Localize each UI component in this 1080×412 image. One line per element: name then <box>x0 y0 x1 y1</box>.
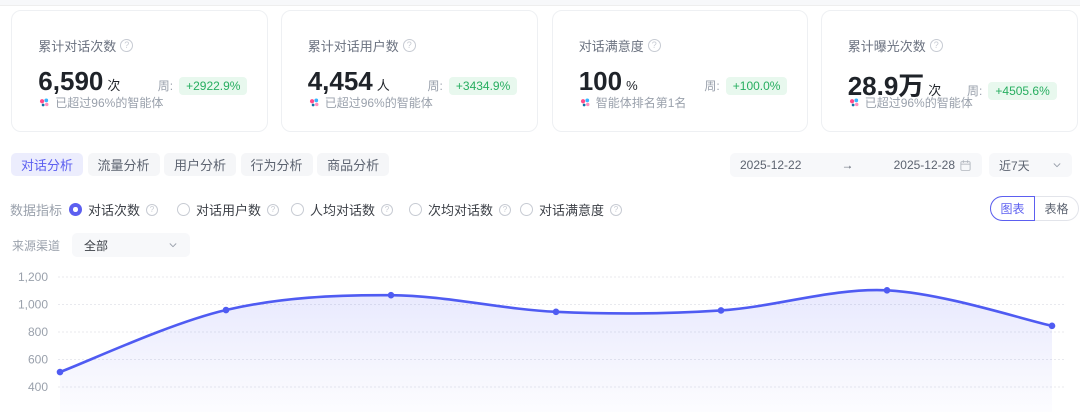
svg-text:600: 600 <box>28 353 48 367</box>
svg-text:1,200: 1,200 <box>18 270 48 284</box>
svg-text:800: 800 <box>28 325 48 339</box>
svg-text:400: 400 <box>28 380 48 394</box>
svg-text:1,000: 1,000 <box>18 298 48 312</box>
